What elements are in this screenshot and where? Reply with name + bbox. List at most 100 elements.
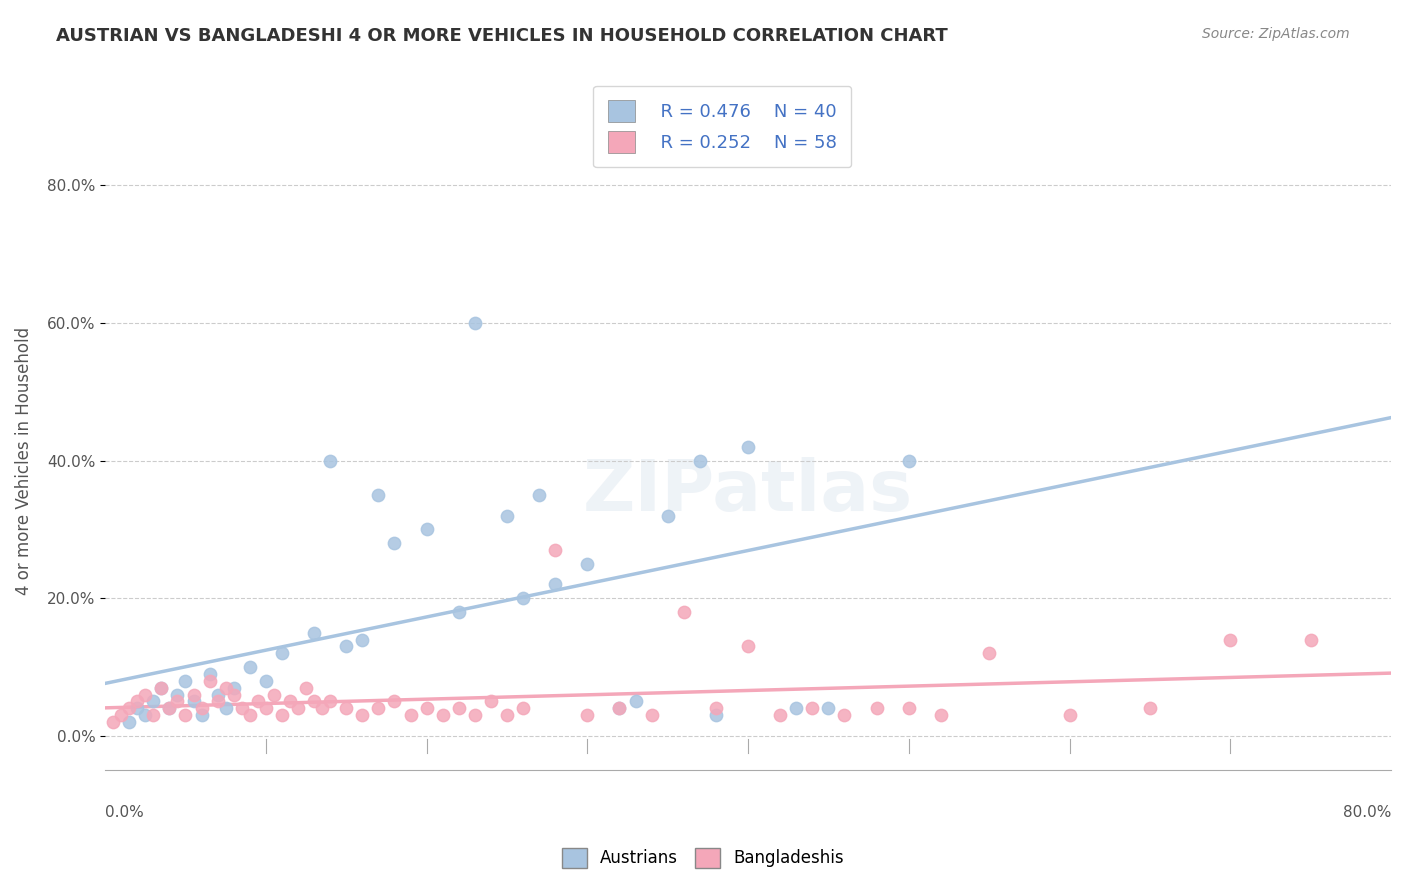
Austrians xyxy=(239,660,262,674)
Austrians xyxy=(302,625,325,640)
Bangladeshis xyxy=(367,701,389,715)
Austrians xyxy=(496,508,519,523)
Austrians xyxy=(817,701,839,715)
Bangladeshis xyxy=(222,688,245,702)
Bangladeshis xyxy=(215,681,238,695)
Austrians xyxy=(704,708,727,723)
Bangladeshis xyxy=(319,694,342,708)
Bangladeshis xyxy=(174,708,197,723)
Austrians xyxy=(127,701,149,715)
Bangladeshis xyxy=(335,701,357,715)
Austrians xyxy=(689,453,711,467)
Austrians xyxy=(464,316,486,330)
Austrians xyxy=(897,453,920,467)
Bangladeshis xyxy=(834,708,856,723)
Bangladeshis xyxy=(263,688,285,702)
Austrians xyxy=(215,701,238,715)
Austrians xyxy=(785,701,807,715)
Bangladeshis xyxy=(183,688,205,702)
Bangladeshis xyxy=(142,708,165,723)
Austrians xyxy=(183,694,205,708)
Austrians xyxy=(190,708,212,723)
Austrians xyxy=(166,688,188,702)
Bangladeshis xyxy=(447,701,470,715)
Bangladeshis xyxy=(704,701,727,715)
Austrians xyxy=(544,577,567,591)
Bangladeshis xyxy=(287,701,309,715)
Bangladeshis xyxy=(1219,632,1241,647)
Austrians xyxy=(447,605,470,619)
Bangladeshis xyxy=(384,694,406,708)
Bangladeshis xyxy=(1299,632,1322,647)
Austrians xyxy=(609,701,631,715)
Austrians xyxy=(657,508,679,523)
Bangladeshis xyxy=(640,708,662,723)
Bangladeshis xyxy=(207,694,229,708)
Text: 0.0%: 0.0% xyxy=(105,805,143,820)
Text: Source: ZipAtlas.com: Source: ZipAtlas.com xyxy=(1202,27,1350,41)
Austrians xyxy=(271,646,294,660)
Bangladeshis xyxy=(464,708,486,723)
Bangladeshis xyxy=(190,701,212,715)
Austrians xyxy=(134,708,156,723)
Bangladeshis xyxy=(134,688,156,702)
Bangladeshis xyxy=(866,701,889,715)
Bangladeshis xyxy=(979,646,1001,660)
Austrians xyxy=(254,673,277,688)
Bangladeshis xyxy=(302,694,325,708)
Austrians xyxy=(174,673,197,688)
Austrians xyxy=(207,688,229,702)
Bangladeshis xyxy=(231,701,253,715)
Bangladeshis xyxy=(101,715,124,730)
Bangladeshis xyxy=(801,701,824,715)
Bangladeshis xyxy=(271,708,294,723)
Austrians xyxy=(527,488,550,502)
Bangladeshis xyxy=(295,681,318,695)
Bangladeshis xyxy=(352,708,374,723)
Legend: Austrians, Bangladeshis: Austrians, Bangladeshis xyxy=(555,841,851,875)
Austrians xyxy=(367,488,389,502)
Bangladeshis xyxy=(415,701,437,715)
Austrians xyxy=(142,694,165,708)
Austrians xyxy=(150,681,173,695)
Austrians xyxy=(624,694,647,708)
Austrians xyxy=(737,440,759,454)
Austrians xyxy=(352,632,374,647)
Austrians xyxy=(319,453,342,467)
Text: ZIPatlas: ZIPatlas xyxy=(583,457,912,526)
Bangladeshis xyxy=(150,681,173,695)
Bangladeshis xyxy=(737,640,759,654)
Bangladeshis xyxy=(278,694,301,708)
Austrians xyxy=(415,523,437,537)
Bangladeshis xyxy=(544,543,567,558)
Bangladeshis xyxy=(496,708,519,723)
Austrians xyxy=(512,591,534,606)
Bangladeshis xyxy=(399,708,422,723)
Text: AUSTRIAN VS BANGLADESHI 4 OR MORE VEHICLES IN HOUSEHOLD CORRELATION CHART: AUSTRIAN VS BANGLADESHI 4 OR MORE VEHICL… xyxy=(56,27,948,45)
Text: 80.0%: 80.0% xyxy=(1343,805,1391,820)
Bangladeshis xyxy=(127,694,149,708)
Bangladeshis xyxy=(1059,708,1081,723)
Bangladeshis xyxy=(897,701,920,715)
Austrians xyxy=(576,557,599,571)
Austrians xyxy=(157,701,180,715)
Austrians xyxy=(384,536,406,550)
Bangladeshis xyxy=(576,708,599,723)
Austrians xyxy=(222,681,245,695)
Bangladeshis xyxy=(672,605,695,619)
Bangladeshis xyxy=(479,694,502,708)
Bangladeshis xyxy=(1139,701,1161,715)
Bangladeshis xyxy=(157,701,180,715)
Bangladeshis xyxy=(254,701,277,715)
Y-axis label: 4 or more Vehicles in Household: 4 or more Vehicles in Household xyxy=(15,326,32,595)
Bangladeshis xyxy=(432,708,454,723)
Austrians xyxy=(198,667,221,681)
Bangladeshis xyxy=(311,701,333,715)
Bangladeshis xyxy=(512,701,534,715)
Bangladeshis xyxy=(246,694,269,708)
Bangladeshis xyxy=(239,708,262,723)
Austrians xyxy=(118,715,141,730)
Bangladeshis xyxy=(118,701,141,715)
Bangladeshis xyxy=(166,694,188,708)
Bangladeshis xyxy=(769,708,792,723)
